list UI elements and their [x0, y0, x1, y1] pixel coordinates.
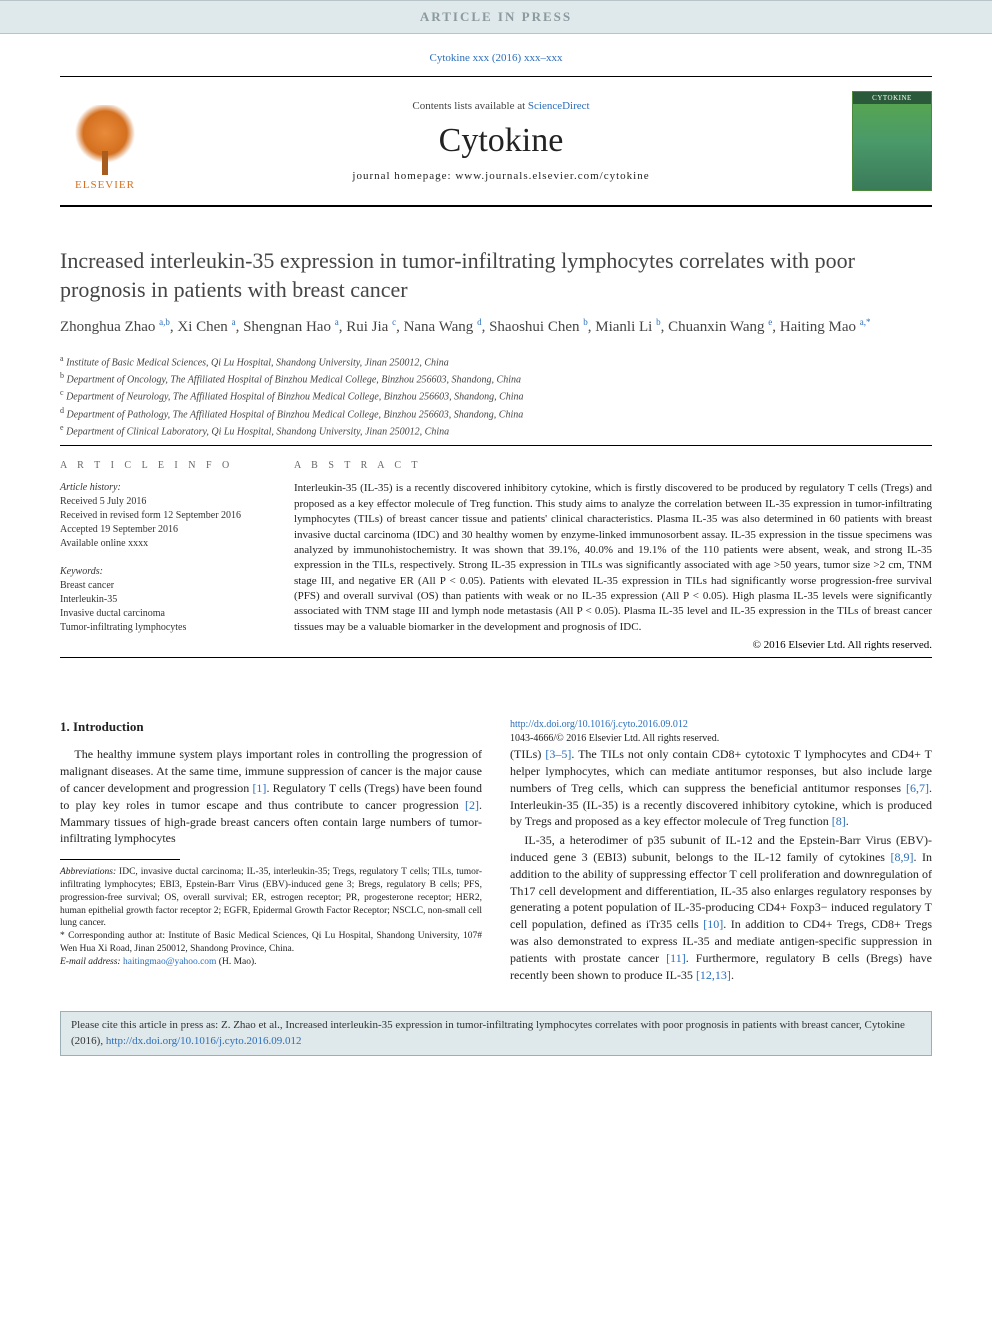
footnote-divider [60, 859, 180, 860]
history-label: Article history: [60, 481, 270, 495]
article-info-heading: A R T I C L E I N F O [60, 460, 270, 471]
p3e-text: . [731, 968, 734, 982]
email-footnote: E-mail address: haitingmao@yahoo.com (H.… [60, 956, 482, 969]
elsevier-logo[interactable]: ELSEVIER [60, 91, 150, 191]
abbrev-label: Abbreviations: [60, 867, 116, 877]
history-line: Received in revised form 12 September 20… [60, 509, 270, 523]
abstract-column: A B S T R A C T Interleukin-35 (IL-35) i… [294, 460, 932, 651]
corresponding-author-footnote: * Corresponding author at: Institute of … [60, 930, 482, 956]
keyword-line: Tumor-infiltrating lymphocytes [60, 621, 270, 635]
intro-paragraph-1: The healthy immune system plays importan… [60, 746, 482, 847]
keywords-label: Keywords: [60, 565, 270, 579]
issn-copyright-line: 1043-4666/© 2016 Elsevier Ltd. All right… [510, 733, 719, 744]
citation-line: Cytokine xxx (2016) xxx–xxx [0, 34, 992, 76]
affiliation-line: b Department of Oncology, The Affiliated… [60, 370, 932, 387]
contents-prefix: Contents lists available at [412, 100, 527, 112]
ref-link-12-13[interactable]: [12,13] [696, 968, 731, 982]
keyword-line: Invasive ductal carcinoma [60, 607, 270, 621]
journal-cover-thumbnail[interactable]: CYTOKINE [852, 91, 932, 191]
article-title: Increased interleukin-35 expression in t… [60, 247, 932, 304]
ref-link-8[interactable]: [8] [832, 814, 846, 828]
email-link[interactable]: haitingmao@yahoo.com [123, 957, 216, 967]
body-two-column: 1. Introduction The healthy immune syste… [60, 718, 932, 983]
journal-header: ELSEVIER Contents lists available at Sci… [60, 76, 932, 207]
introduction-heading: 1. Introduction [60, 718, 482, 736]
ref-link-2[interactable]: [2] [465, 798, 479, 812]
ref-link-10[interactable]: [10] [703, 917, 723, 931]
article-in-press-banner: ARTICLE IN PRESS [0, 0, 992, 34]
ref-link-3-5[interactable]: [3–5] [545, 747, 571, 761]
intro-paragraph-2: (TILs) [3–5]. The TILs not only contain … [510, 746, 932, 830]
p3a-text: IL-35, a heterodimer of p35 subunit of I… [510, 833, 932, 864]
abstract-text: Interleukin-35 (IL-35) is a recently dis… [294, 481, 932, 635]
header-center: Contents lists available at ScienceDirec… [150, 100, 852, 182]
please-cite-box: Please cite this article in press as: Z.… [60, 1011, 932, 1056]
article-info-column: A R T I C L E I N F O Article history: R… [60, 460, 270, 651]
abbrev-text: IDC, invasive ductal carcinoma; IL-35, i… [60, 867, 482, 928]
history-line: Available online xxxx [60, 537, 270, 551]
corr-label: * Corresponding author at: [60, 931, 168, 941]
affiliation-line: e Department of Clinical Laboratory, Qi … [60, 422, 932, 439]
homepage-label: journal homepage: [352, 170, 455, 182]
ref-link-11[interactable]: [11] [666, 951, 686, 965]
sciencedirect-link[interactable]: ScienceDirect [528, 100, 590, 112]
elsevier-tree-icon [70, 105, 140, 175]
cite-doi-link[interactable]: http://dx.doi.org/10.1016/j.cyto.2016.09… [106, 1035, 302, 1047]
keywords-block: Keywords: Breast cancerInterleukin-35Inv… [60, 565, 270, 635]
doi-link[interactable]: http://dx.doi.org/10.1016/j.cyto.2016.09… [510, 719, 688, 730]
p2a-text: (TILs) [510, 747, 545, 761]
ref-link-1[interactable]: [1] [252, 781, 266, 795]
keyword-line: Breast cancer [60, 579, 270, 593]
email-suffix: (H. Mao). [216, 957, 256, 967]
keyword-line: Interleukin-35 [60, 593, 270, 607]
email-label: E-mail address: [60, 957, 123, 967]
abstract-copyright: © 2016 Elsevier Ltd. All rights reserved… [294, 639, 932, 651]
p2b-text: . The TILs not only contain CD8+ cytotox… [510, 747, 932, 795]
affiliation-line: c Department of Neurology, The Affiliate… [60, 387, 932, 404]
affiliations-list: a Institute of Basic Medical Sciences, Q… [60, 353, 932, 440]
history-line: Received 5 July 2016 [60, 495, 270, 509]
elsevier-logo-text: ELSEVIER [75, 179, 135, 191]
cover-thumb-title: CYTOKINE [853, 92, 931, 104]
divider [60, 657, 932, 658]
contents-available-line: Contents lists available at ScienceDirec… [150, 100, 852, 112]
info-abstract-row: A R T I C L E I N F O Article history: R… [60, 460, 932, 651]
intro-paragraph-3: IL-35, a heterodimer of p35 subunit of I… [510, 832, 932, 983]
p2d-text: . [846, 814, 849, 828]
journal-name: Cytokine [150, 122, 852, 160]
journal-homepage-line: journal homepage: www.journals.elsevier.… [150, 170, 852, 182]
divider [60, 445, 932, 446]
ref-link-8-9[interactable]: [8,9] [890, 850, 913, 864]
footnotes-block: Abbreviations: IDC, invasive ductal carc… [60, 866, 482, 969]
article-history-block: Article history: Received 5 July 2016Rec… [60, 481, 270, 551]
abstract-heading: A B S T R A C T [294, 460, 932, 471]
ref-link-6-7[interactable]: [6,7] [906, 781, 929, 795]
homepage-url[interactable]: www.journals.elsevier.com/cytokine [455, 170, 649, 182]
history-line: Accepted 19 September 2016 [60, 523, 270, 537]
author-list: Zhonghua Zhao a,b, Xi Chen a, Shengnan H… [60, 316, 932, 339]
doi-block: http://dx.doi.org/10.1016/j.cyto.2016.09… [510, 718, 932, 746]
affiliation-line: a Institute of Basic Medical Sciences, Q… [60, 353, 932, 370]
affiliation-line: d Department of Pathology, The Affiliate… [60, 405, 932, 422]
abbreviations-footnote: Abbreviations: IDC, invasive ductal carc… [60, 866, 482, 930]
